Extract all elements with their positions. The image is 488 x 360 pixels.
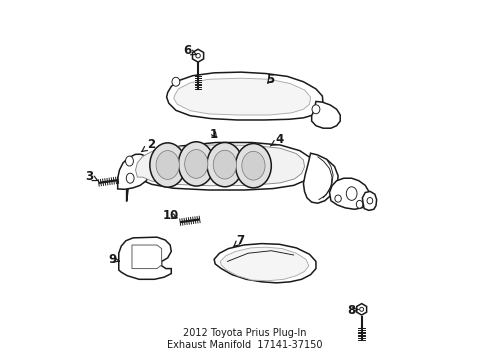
Polygon shape — [192, 49, 203, 62]
Ellipse shape — [149, 143, 185, 187]
Ellipse shape — [195, 53, 200, 58]
Ellipse shape — [311, 105, 319, 114]
Ellipse shape — [242, 151, 264, 180]
Ellipse shape — [213, 150, 236, 179]
Ellipse shape — [178, 142, 214, 186]
Polygon shape — [214, 244, 315, 283]
Text: 2012 Toyota Prius Plug-In
Exhaust Manifold  17141-37150: 2012 Toyota Prius Plug-In Exhaust Manifo… — [166, 328, 322, 350]
Text: 6: 6 — [183, 44, 197, 57]
Text: 4: 4 — [270, 134, 283, 147]
Polygon shape — [356, 303, 366, 315]
Text: 10: 10 — [163, 209, 179, 222]
Text: 5: 5 — [265, 73, 274, 86]
Ellipse shape — [206, 143, 242, 187]
Text: 3: 3 — [85, 170, 98, 183]
Ellipse shape — [172, 77, 180, 86]
Polygon shape — [135, 145, 304, 186]
Polygon shape — [303, 153, 337, 203]
Polygon shape — [173, 78, 310, 115]
Polygon shape — [166, 72, 323, 120]
Polygon shape — [362, 192, 376, 210]
Polygon shape — [132, 245, 162, 269]
Ellipse shape — [156, 150, 179, 179]
Polygon shape — [126, 143, 313, 202]
Polygon shape — [118, 154, 151, 189]
Polygon shape — [311, 102, 340, 128]
Ellipse shape — [359, 307, 363, 311]
Text: 2: 2 — [142, 139, 155, 152]
Polygon shape — [329, 178, 369, 209]
Ellipse shape — [346, 187, 356, 201]
Ellipse shape — [184, 149, 207, 178]
Text: 1: 1 — [210, 128, 218, 141]
Ellipse shape — [235, 144, 271, 188]
Text: 7: 7 — [233, 234, 244, 247]
Ellipse shape — [366, 198, 372, 204]
Text: 8: 8 — [346, 304, 357, 317]
Ellipse shape — [125, 156, 133, 166]
Polygon shape — [220, 247, 308, 281]
Ellipse shape — [126, 173, 134, 183]
Polygon shape — [119, 237, 171, 279]
Text: 9: 9 — [108, 253, 119, 266]
Ellipse shape — [356, 201, 362, 208]
Ellipse shape — [334, 195, 341, 202]
